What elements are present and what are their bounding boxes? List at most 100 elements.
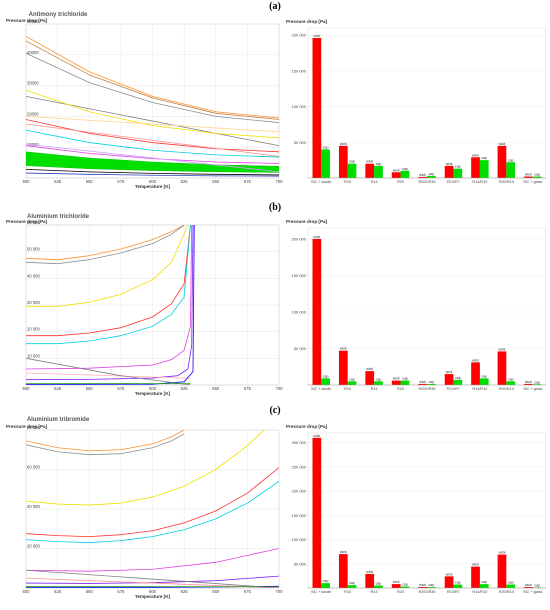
bar-label-wick: wick xyxy=(366,570,373,574)
y-tick-label: 250 000 xyxy=(292,464,307,469)
series-line xyxy=(26,467,279,538)
bar-label-cap: cap xyxy=(534,584,540,588)
x-tick-label: 550 xyxy=(86,386,94,391)
x-tick-label: 500 xyxy=(23,589,31,594)
bar-wick xyxy=(497,351,507,385)
series-line xyxy=(26,225,195,385)
bar-cap xyxy=(347,381,357,385)
x-tick-label: 625 xyxy=(181,386,189,391)
bar-chart-aluminium-tribromide: 50 000 100 000 150 000 200 000 250 000 300 00… xyxy=(286,424,547,594)
bar-label-wick: wick xyxy=(393,168,400,172)
x-tick-label: 500 xyxy=(23,179,31,184)
x-axis-label: Temperature [K] xyxy=(135,184,171,189)
bar-label-wick: wick xyxy=(393,377,400,381)
bar-label-wick: wick xyxy=(472,358,479,362)
bar-wick xyxy=(365,371,375,385)
bar-label-cap: cap xyxy=(428,172,434,176)
y-axis-label: Pressure drop [Pa] xyxy=(6,18,48,23)
category-label: R14/R10 xyxy=(472,180,487,184)
bar-label-cap: cap xyxy=(455,581,461,585)
category-label: R10/R7 xyxy=(447,387,460,391)
bar-cap xyxy=(506,162,516,178)
y-tick-label: 50000 xyxy=(27,19,39,24)
x-tick-label: 550 xyxy=(86,589,94,594)
bar-cap xyxy=(453,379,463,385)
x-tick-label: 525 xyxy=(54,589,62,594)
bar-wick xyxy=(338,554,348,588)
category-label: R14/R10 xyxy=(472,590,487,594)
category-label: R200/R35 xyxy=(418,387,435,391)
x-tick-label: 650 xyxy=(212,179,220,184)
category-label: R14/R10 xyxy=(472,387,487,391)
category-label: SiC + kaolin xyxy=(311,180,331,184)
bar-label-cap: cap xyxy=(323,374,329,378)
bar-label-wick: wick xyxy=(446,572,453,576)
bar-label-cap: cap xyxy=(534,380,540,384)
bar-label-wick: wick xyxy=(366,367,373,371)
bar-wick xyxy=(338,350,348,385)
y-tick-label: 100 000 xyxy=(292,104,307,109)
y-tick-label: 20 000 xyxy=(27,544,40,549)
bar-label-cap: cap xyxy=(481,156,487,160)
bar-label-wick: wick xyxy=(525,173,532,177)
bar-label-cap: cap xyxy=(428,380,434,384)
bar-cap xyxy=(506,381,516,385)
bar-wick xyxy=(391,172,401,178)
category-label: SiC + glass xyxy=(523,590,542,594)
x-tick-label: 500 xyxy=(23,386,31,391)
panel-b-title: Aluminium trichloride xyxy=(27,214,90,220)
bar-label-wick: wick xyxy=(419,583,426,587)
bar-label-wick: wick xyxy=(498,142,505,146)
y-tick-label: 200 000 xyxy=(292,33,307,38)
bar-label-cap: cap xyxy=(428,583,434,587)
y-axis-label: Pressure drop [Pa] xyxy=(286,219,328,224)
category-label: SiC + glass xyxy=(523,180,542,184)
x-tick-label: 625 xyxy=(181,179,189,184)
category-label: R200/R35 xyxy=(418,590,435,594)
category-label: R14 xyxy=(371,590,378,594)
bar-label-cap: cap xyxy=(376,162,382,166)
series-line xyxy=(26,145,279,164)
bar-wick xyxy=(418,176,427,178)
category-label: R200/R35 xyxy=(418,180,435,184)
y-tick-label: 150 000 xyxy=(292,513,307,518)
category-label: R10 xyxy=(344,590,351,594)
bar-label-cap: cap xyxy=(481,580,487,584)
bar-wick xyxy=(338,145,348,178)
series-line xyxy=(26,357,191,385)
series-line xyxy=(26,89,279,139)
bar-wick xyxy=(497,145,507,178)
y-tick-label: 40 000 xyxy=(27,504,40,509)
y-axis-label: Pressure drop [Pa] xyxy=(6,424,48,429)
category-label: R20 xyxy=(397,387,404,391)
bar-cap xyxy=(427,175,436,178)
category-label: R10 xyxy=(344,387,351,391)
bar-wick xyxy=(444,374,454,385)
bar-label-wick: wick xyxy=(366,160,373,164)
y-tick-label: 200 000 xyxy=(292,236,307,241)
bar-wick xyxy=(312,437,322,588)
series-line xyxy=(26,116,279,133)
panel-c-label: (c) xyxy=(269,405,280,416)
bar-wick xyxy=(365,573,375,588)
series-line xyxy=(26,225,191,345)
y-tick-label: 80 000 xyxy=(27,425,40,430)
bar-label-wick: wick xyxy=(340,550,347,554)
y-tick-label: 60 000 xyxy=(27,220,40,225)
y-tick-label: 200 000 xyxy=(292,489,307,494)
series-group xyxy=(26,35,279,177)
bar-cap xyxy=(479,584,489,588)
series-line xyxy=(26,548,279,572)
x-tick-label: 675 xyxy=(244,589,252,594)
x-tick-label: 575 xyxy=(117,179,125,184)
y-axis-label: Pressure drop [Pa] xyxy=(286,19,328,24)
y-tick-label: 100 000 xyxy=(292,309,307,314)
bar-cap xyxy=(506,584,516,588)
series-line xyxy=(26,225,189,307)
y-tick-label: 50 000 xyxy=(294,346,307,351)
series-line xyxy=(26,225,185,265)
x-tick-label: 675 xyxy=(244,179,252,184)
category-label: R10 xyxy=(344,180,351,184)
bar-wick xyxy=(524,383,533,385)
bar-label-cap: cap xyxy=(402,167,408,171)
